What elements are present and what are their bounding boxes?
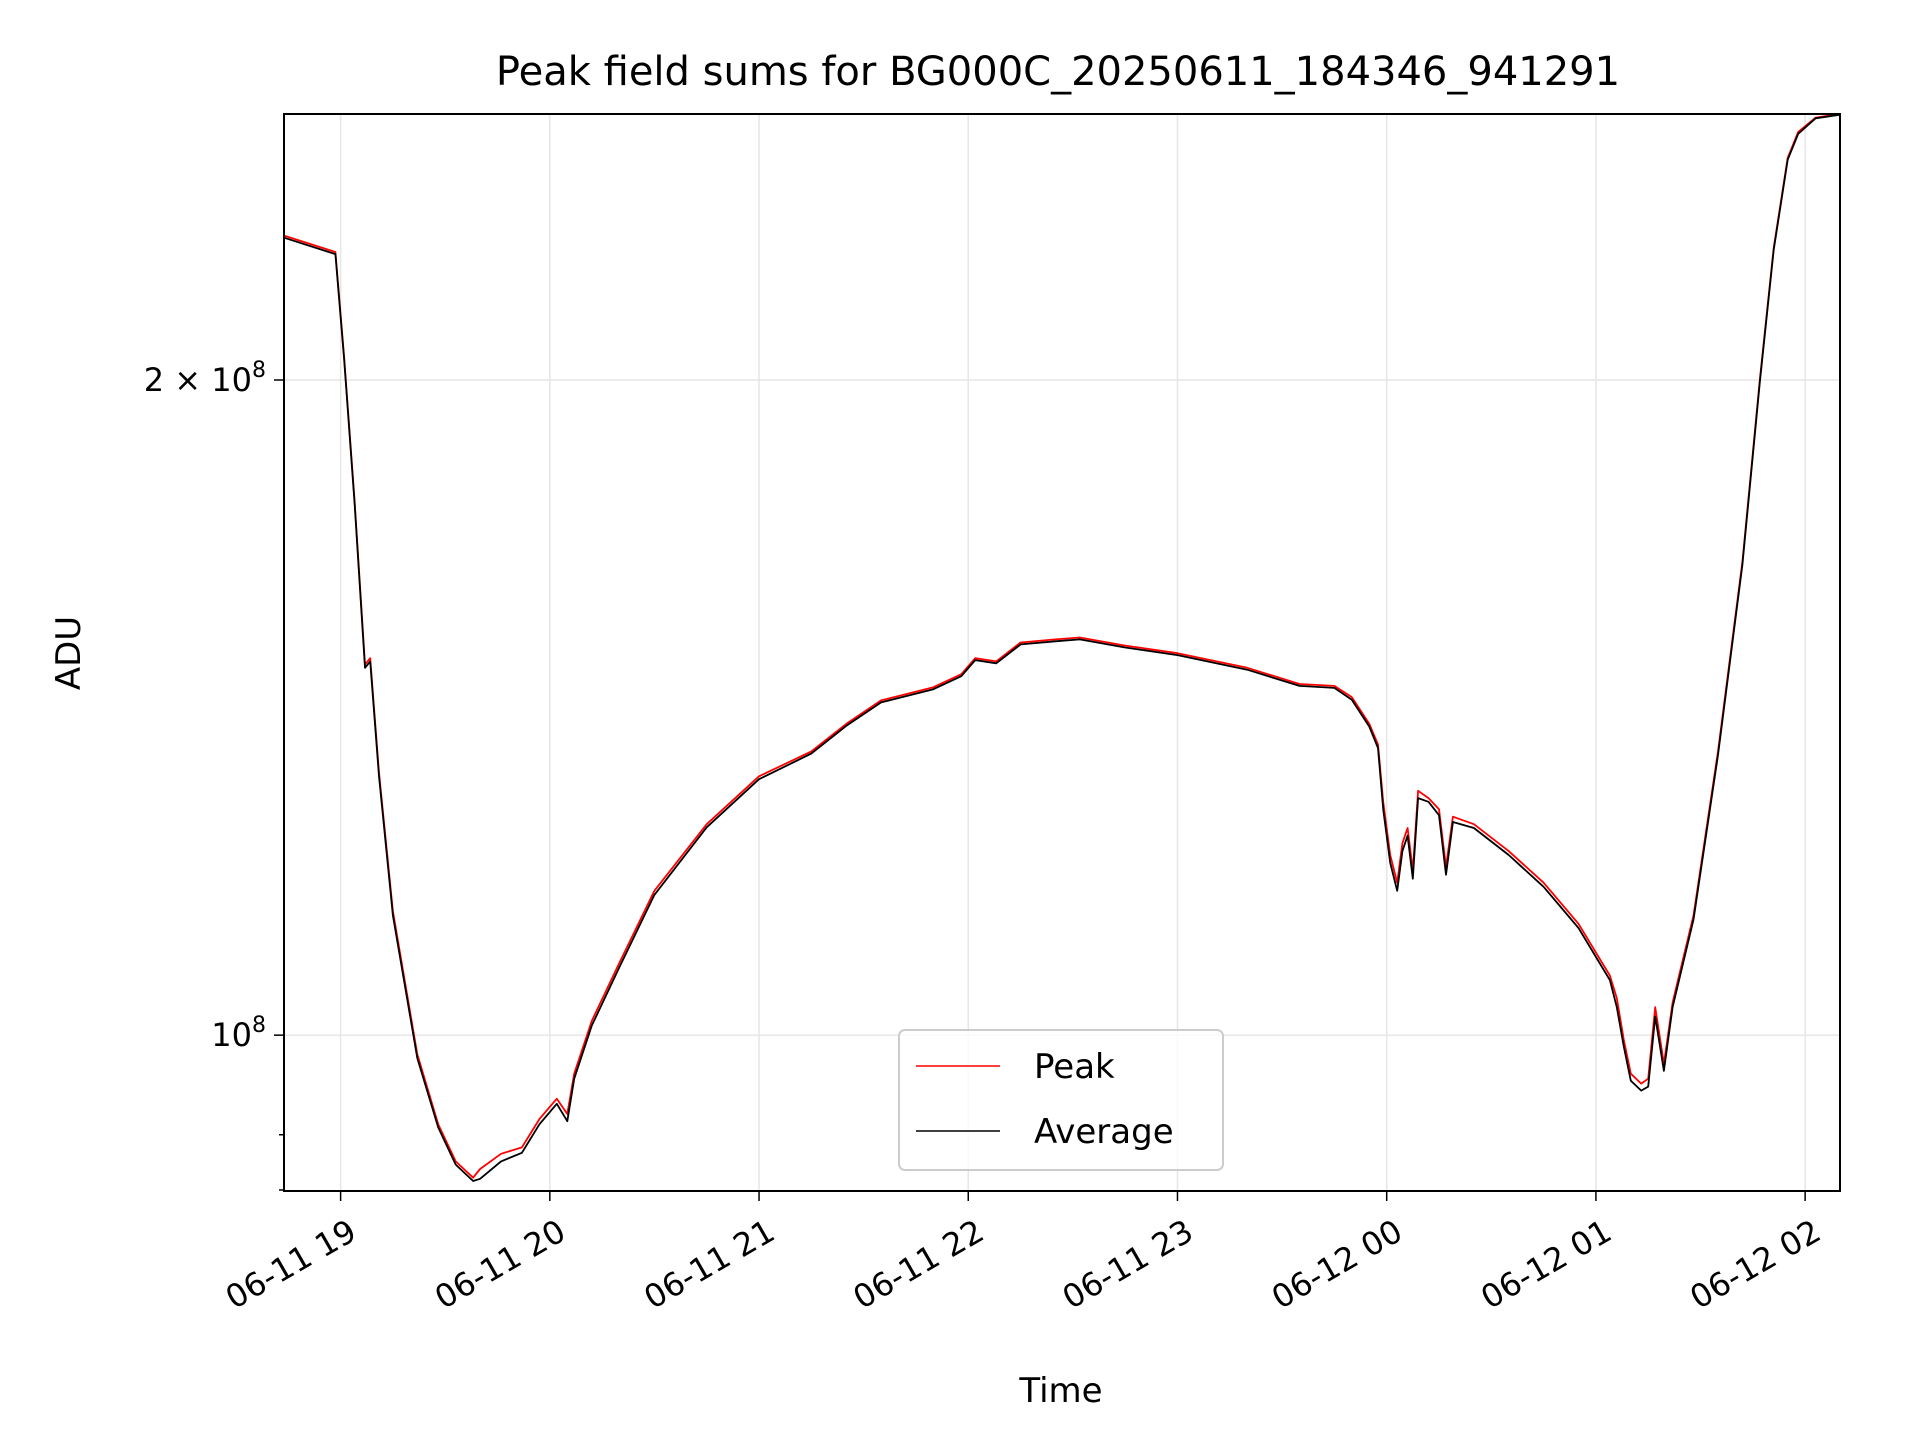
y-axis-label: ADU <box>49 616 89 690</box>
legend-box <box>898 1029 1224 1171</box>
series-line-average <box>283 113 1841 1182</box>
y-tick-label: 2 × 108 <box>144 358 266 399</box>
legend: Peak Average <box>898 1029 1224 1171</box>
plot-frame <box>283 113 1841 1192</box>
legend-label-peak: Peak <box>1034 1047 1115 1087</box>
series-lines <box>283 113 1841 1182</box>
y-axis-ticks: 2 × 108 108 <box>144 358 284 1191</box>
series-line-peak <box>283 113 1841 1179</box>
y-tick-label: 108 <box>211 1013 266 1054</box>
x-axis-label: Time <box>1018 1371 1102 1411</box>
legend-label-average: Average <box>1034 1112 1174 1152</box>
chart-title: Peak field sums for BG000C_20250611_1843… <box>496 49 1620 95</box>
